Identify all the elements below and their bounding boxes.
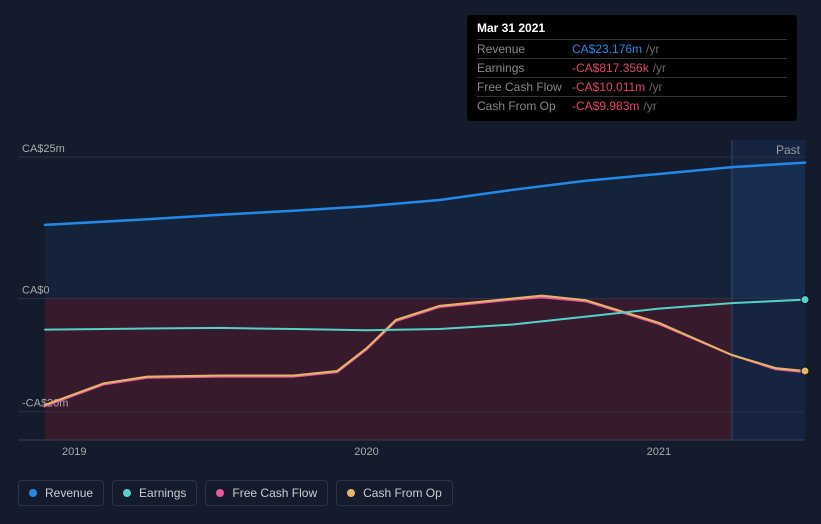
tooltip-metric-unit: /yr — [653, 61, 666, 75]
tooltip-metric-value: -CA$10.011m — [572, 80, 645, 94]
past-label: Past — [776, 143, 801, 157]
financials-chart[interactable]: CA$25mCA$0-CA$20m201920202021Past — [0, 120, 821, 460]
legend-label: Free Cash Flow — [232, 486, 317, 500]
x-axis-label: 2021 — [647, 446, 671, 458]
y-axis-label: CA$25m — [22, 143, 65, 155]
tooltip-row: Free Cash Flow-CA$10.011m/yr — [477, 77, 787, 96]
tooltip-metric-value: -CA$817.356k — [572, 61, 649, 75]
legend-item-revenue[interactable]: Revenue — [18, 480, 104, 506]
tooltip-row: RevenueCA$23.176m/yr — [477, 39, 787, 58]
tooltip-metric-label: Earnings — [477, 61, 572, 75]
tooltip-metric-value: CA$23.176m — [572, 42, 642, 56]
chart-tooltip: Mar 31 2021 RevenueCA$23.176m/yrEarnings… — [467, 15, 797, 121]
tooltip-row: Earnings-CA$817.356k/yr — [477, 58, 787, 77]
legend-item-cash-from-op[interactable]: Cash From Op — [336, 480, 453, 506]
legend-item-free-cash-flow[interactable]: Free Cash Flow — [205, 480, 328, 506]
tooltip-metric-value: -CA$9.983m — [572, 99, 639, 113]
legend-dot-icon — [216, 489, 224, 497]
legend-label: Revenue — [45, 486, 93, 500]
chart-legend: Revenue Earnings Free Cash Flow Cash From O… — [18, 480, 453, 506]
tooltip-metric-label: Revenue — [477, 42, 572, 56]
legend-dot-icon — [123, 489, 131, 497]
tooltip-metric-unit: /yr — [643, 99, 656, 113]
legend-label: Cash From Op — [363, 486, 442, 500]
legend-label: Earnings — [139, 486, 186, 500]
tooltip-metric-label: Cash From Op — [477, 99, 572, 113]
legend-dot-icon — [347, 489, 355, 497]
legend-item-earnings[interactable]: Earnings — [112, 480, 197, 506]
tooltip-row: Cash From Op-CA$9.983m/yr — [477, 96, 787, 115]
tooltip-metric-unit: /yr — [646, 42, 659, 56]
tooltip-metric-unit: /yr — [649, 80, 662, 94]
tooltip-metric-label: Free Cash Flow — [477, 80, 572, 94]
legend-dot-icon — [29, 489, 37, 497]
x-axis-label: 2019 — [62, 446, 86, 458]
x-axis-label: 2020 — [354, 446, 378, 458]
tooltip-date: Mar 31 2021 — [477, 21, 787, 35]
